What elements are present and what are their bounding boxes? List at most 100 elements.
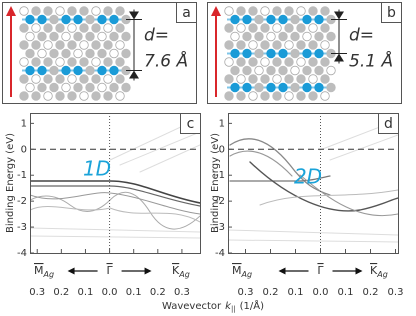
atom <box>97 31 107 42</box>
phase-label: 1D <box>83 157 111 181</box>
atom <box>254 14 264 25</box>
atom <box>284 6 294 16</box>
atom <box>290 65 300 76</box>
x-tick-label: 0.2 <box>150 287 166 298</box>
atom <box>103 23 113 33</box>
atom <box>308 23 318 33</box>
atom <box>296 6 306 16</box>
atom <box>308 91 318 101</box>
atom <box>73 65 83 76</box>
atom <box>79 23 89 33</box>
atom <box>37 48 47 59</box>
y-tick-label: -4 <box>17 248 27 259</box>
atom <box>272 23 282 33</box>
plot-frame <box>30 113 201 254</box>
atom <box>31 74 41 84</box>
atom <box>19 57 29 67</box>
atom <box>296 74 306 84</box>
atom <box>320 91 330 101</box>
m-sub: Ag <box>43 270 55 279</box>
atom <box>79 6 89 16</box>
atom <box>308 74 318 84</box>
atom <box>266 82 276 93</box>
atom <box>73 14 83 25</box>
x-label-text: Wavevector <box>162 301 222 312</box>
atom <box>25 65 35 76</box>
atom <box>19 74 29 84</box>
atom <box>326 65 336 76</box>
k-letter: K <box>370 264 378 277</box>
m-point: MAg <box>232 264 252 279</box>
atom <box>224 74 234 84</box>
atom <box>236 91 246 101</box>
atom <box>55 74 65 84</box>
atom <box>97 65 107 76</box>
m-letter: M <box>34 264 44 277</box>
atom <box>97 48 107 59</box>
x-tick-label: 0.3 <box>29 287 45 298</box>
atom <box>61 48 71 59</box>
x-label-unit: (1/Å) <box>240 299 264 312</box>
atom <box>254 65 264 76</box>
atom <box>236 40 246 50</box>
atom <box>248 91 258 101</box>
d-label: d= <box>144 26 169 46</box>
atom <box>254 82 264 93</box>
k-point: KAg <box>172 264 190 279</box>
atom <box>290 14 300 25</box>
x-tick-label: 0.3 <box>388 287 404 298</box>
atom <box>308 6 318 16</box>
atom <box>103 6 113 16</box>
atom <box>224 91 234 101</box>
atom <box>242 14 252 25</box>
atom <box>284 23 294 33</box>
atom <box>73 48 83 59</box>
atom <box>236 57 246 67</box>
atom <box>224 57 234 67</box>
atom <box>37 31 47 42</box>
x-tick-label: 0.2 <box>53 287 69 298</box>
atom <box>296 91 306 101</box>
atom <box>314 14 324 25</box>
atom <box>91 74 101 84</box>
atom <box>85 82 95 93</box>
atom <box>242 48 252 59</box>
atom <box>115 6 125 16</box>
atom <box>230 31 240 42</box>
atom <box>79 40 89 50</box>
atom <box>49 48 59 59</box>
atom <box>314 48 324 59</box>
atom <box>308 57 318 67</box>
atom <box>302 82 312 93</box>
atom <box>85 65 95 76</box>
atom <box>37 65 47 76</box>
k-sub: Ag <box>376 270 388 279</box>
x-tick-label: 0.3 <box>238 287 254 298</box>
atom <box>248 6 258 16</box>
x-label-var: k <box>225 301 232 312</box>
atom <box>67 74 77 84</box>
panel-frame <box>207 2 402 104</box>
d-arrow <box>334 53 344 62</box>
atom <box>91 23 101 33</box>
d-arrow <box>334 11 344 20</box>
atom <box>320 74 330 84</box>
atom <box>260 23 270 33</box>
atom <box>109 65 119 76</box>
panel-label: c <box>187 116 195 132</box>
atom <box>31 6 41 16</box>
x-axis-title: Wavevector k|| (1/Å) <box>162 299 264 313</box>
atom <box>109 31 119 42</box>
atom <box>25 31 35 42</box>
atom <box>260 6 270 16</box>
atom <box>115 57 125 67</box>
d-arrow <box>129 70 139 79</box>
atom <box>121 48 131 59</box>
y-axis-title: Binding Energy (eV) <box>210 133 221 233</box>
panel-label-box <box>176 2 197 23</box>
atom <box>67 6 77 16</box>
atom <box>272 57 282 67</box>
atom <box>109 14 119 25</box>
atom <box>278 31 288 42</box>
atom <box>260 74 270 84</box>
